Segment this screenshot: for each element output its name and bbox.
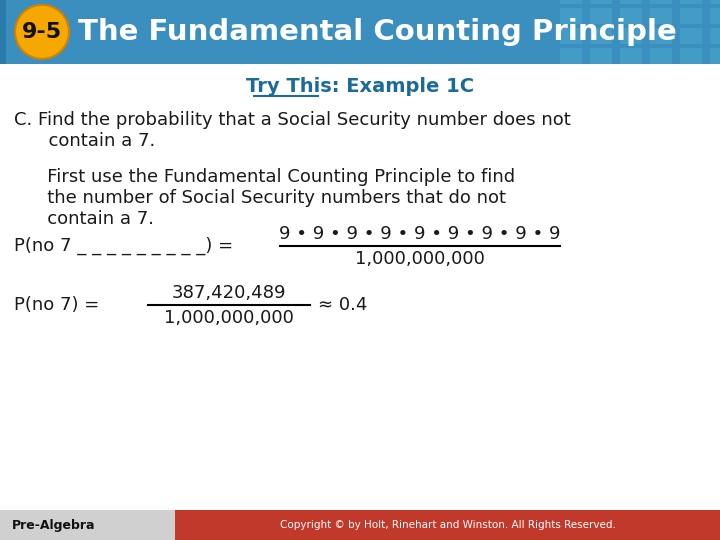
FancyBboxPatch shape [650, 8, 672, 24]
Text: Pre-Algebra: Pre-Algebra [12, 518, 96, 532]
FancyBboxPatch shape [0, 0, 720, 64]
Text: First use the Fundamental Counting Principle to find: First use the Fundamental Counting Princ… [30, 168, 515, 186]
FancyBboxPatch shape [560, 48, 582, 64]
FancyBboxPatch shape [650, 0, 672, 4]
FancyBboxPatch shape [620, 28, 642, 44]
Text: P(no 7 _ _ _ _ _ _ _ _ _) =: P(no 7 _ _ _ _ _ _ _ _ _) = [14, 237, 239, 255]
FancyBboxPatch shape [710, 48, 720, 64]
Text: Copyright © by Holt, Rinehart and Winston. All Rights Reserved.: Copyright © by Holt, Rinehart and Winsto… [279, 520, 616, 530]
FancyBboxPatch shape [680, 8, 702, 24]
Text: 9 • 9 • 9 • 9 • 9 • 9 • 9 • 9 • 9: 9 • 9 • 9 • 9 • 9 • 9 • 9 • 9 • 9 [279, 225, 561, 243]
FancyBboxPatch shape [620, 8, 642, 24]
FancyBboxPatch shape [680, 48, 702, 64]
FancyBboxPatch shape [590, 48, 612, 64]
FancyBboxPatch shape [560, 28, 582, 44]
FancyBboxPatch shape [590, 28, 612, 44]
Text: 387,420,489: 387,420,489 [172, 284, 287, 302]
FancyBboxPatch shape [680, 28, 702, 44]
Text: C. Find the probability that a Social Security number does not: C. Find the probability that a Social Se… [14, 111, 571, 129]
Text: ≈ 0.4: ≈ 0.4 [318, 296, 367, 314]
Text: 9-5: 9-5 [22, 22, 62, 42]
FancyBboxPatch shape [560, 0, 582, 4]
Text: contain a 7.: contain a 7. [14, 132, 156, 150]
Text: P(no 7) =: P(no 7) = [14, 296, 105, 314]
Text: contain a 7.: contain a 7. [30, 210, 154, 228]
Text: the number of Social Security numbers that do not: the number of Social Security numbers th… [30, 188, 506, 207]
FancyBboxPatch shape [590, 0, 612, 4]
FancyBboxPatch shape [0, 0, 6, 64]
FancyBboxPatch shape [650, 48, 672, 64]
FancyBboxPatch shape [650, 28, 672, 44]
FancyBboxPatch shape [620, 0, 642, 4]
FancyBboxPatch shape [710, 0, 720, 4]
Text: 1,000,000,000: 1,000,000,000 [164, 309, 294, 327]
FancyBboxPatch shape [710, 8, 720, 24]
Text: 1,000,000,000: 1,000,000,000 [355, 250, 485, 268]
Text: Try This: Example 1C: Try This: Example 1C [246, 78, 474, 97]
FancyBboxPatch shape [620, 48, 642, 64]
FancyBboxPatch shape [0, 510, 720, 540]
FancyBboxPatch shape [175, 510, 720, 540]
FancyBboxPatch shape [680, 0, 702, 4]
FancyBboxPatch shape [710, 28, 720, 44]
Circle shape [15, 5, 69, 59]
Text: The Fundamental Counting Principle: The Fundamental Counting Principle [78, 18, 677, 46]
FancyBboxPatch shape [560, 8, 582, 24]
FancyBboxPatch shape [590, 8, 612, 24]
